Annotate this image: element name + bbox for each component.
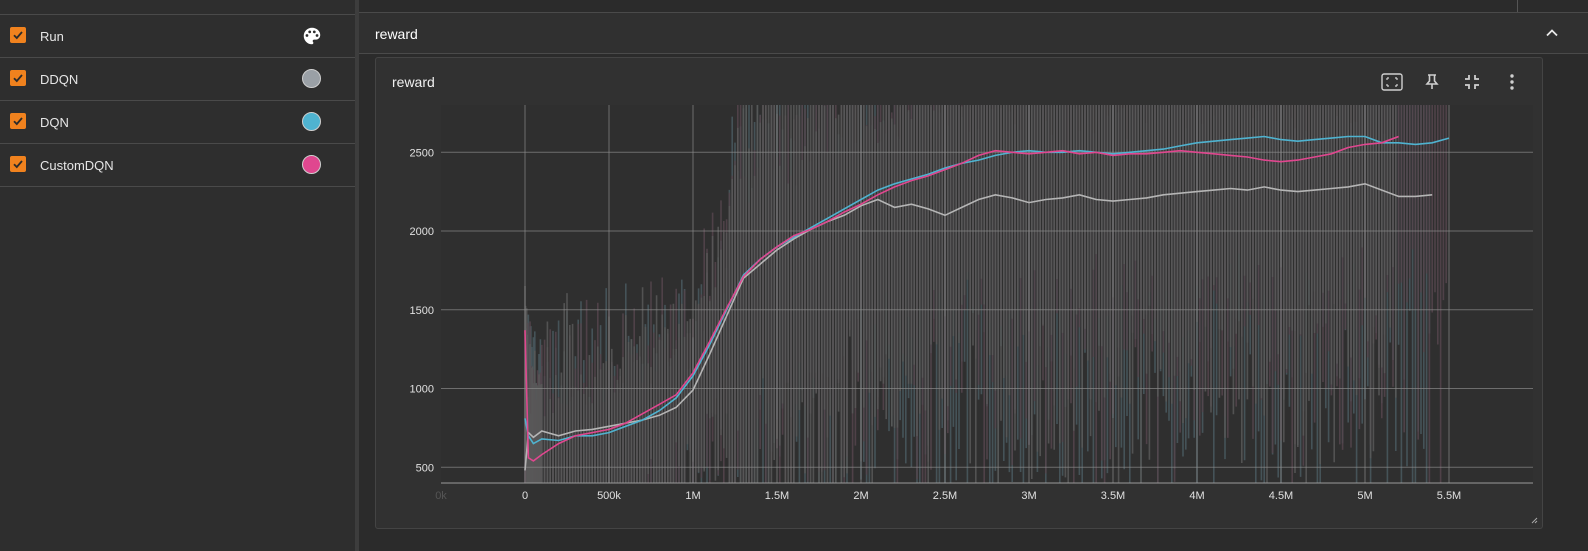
x-tick-label: 4.5M — [1269, 490, 1293, 502]
run-checkbox-dqn[interactable] — [10, 113, 26, 129]
card-toolbar — [1372, 70, 1532, 94]
y-tick-label: 2000 — [410, 226, 434, 238]
fit-to-data-icon — [1381, 73, 1403, 91]
x-tick-label: 2.5M — [933, 490, 957, 502]
y-tick-label: 1000 — [410, 384, 434, 396]
chevron-up-icon[interactable] — [1544, 25, 1560, 41]
x-tick-label: 1.5M — [765, 490, 789, 502]
fit-domain-button[interactable] — [1372, 70, 1412, 94]
resize-handle-icon[interactable] — [1530, 516, 1538, 524]
run-color-swatch-ddqn[interactable] — [302, 69, 321, 88]
y-tick-label: 2500 — [410, 147, 434, 159]
collapse-card-button[interactable] — [1452, 70, 1492, 94]
x-tick-label: 3.5M — [1101, 490, 1125, 502]
x-tick-label: 5.5M — [1437, 490, 1461, 502]
x-tick-label: 500k — [597, 490, 621, 502]
run-row-dqn[interactable]: DQN — [0, 101, 355, 144]
card-title: reward — [392, 74, 435, 90]
x-tick-label: 0 — [522, 490, 528, 502]
run-label-customdqn: CustomDQN — [40, 157, 114, 173]
x-tick-label: 1M — [685, 490, 700, 502]
sidebar-top-bar — [0, 0, 355, 15]
run-row-ddqn[interactable]: DDQN — [0, 58, 355, 101]
reward-line-chart[interactable]: 500 1000 1500 2000 2500 0k 0 500k 1M 1.5M 2M 2.5M 3M… — [376, 58, 1542, 528]
group-header[interactable]: reward — [359, 13, 1588, 54]
fullscreen-exit-icon — [1465, 75, 1479, 89]
check-icon — [13, 160, 23, 169]
more-options-button[interactable] — [1492, 70, 1532, 94]
run-checkbox-ddqn[interactable] — [10, 70, 26, 86]
pin-icon — [1425, 74, 1439, 89]
check-icon — [13, 31, 23, 40]
main-panel: reward 500 1000 1500 2000 2500 0k 0 500k 1M 1.5M 2… — [359, 0, 1588, 551]
main-top-bar — [359, 0, 1588, 13]
check-icon — [13, 117, 23, 126]
x-tick-label: 5M — [1357, 490, 1372, 502]
runs-header-row: Run — [0, 15, 355, 58]
series-line-dqn[interactable] — [524, 135, 1450, 445]
run-label-dqn: DQN — [40, 114, 69, 130]
series-line-ddqn[interactable] — [524, 182, 1433, 471]
check-icon — [13, 74, 23, 83]
run-row-customdqn[interactable]: CustomDQN — [0, 144, 355, 187]
run-checkbox-customdqn[interactable] — [10, 156, 26, 172]
x-tick-label: 4M — [1189, 490, 1204, 502]
more-vert-icon — [1510, 74, 1514, 90]
run-color-swatch-customdqn[interactable] — [302, 155, 321, 174]
group-title: reward — [375, 26, 418, 42]
x-tick-label: 3M — [1021, 490, 1036, 502]
x-tick-label: 0k — [435, 490, 447, 502]
sidebar-resize-divider[interactable] — [355, 0, 359, 551]
run-label-ddqn: DDQN — [40, 71, 79, 87]
select-all-checkbox[interactable] — [10, 27, 26, 43]
runs-sidebar: Run DDQN DQN CustomDQN — [0, 0, 355, 551]
run-color-swatch-dqn[interactable] — [302, 112, 321, 131]
pin-button[interactable] — [1412, 70, 1452, 94]
runs-header-label: Run — [40, 28, 64, 44]
series-line-customdqn[interactable] — [524, 135, 1399, 462]
scalar-card: 500 1000 1500 2000 2500 0k 0 500k 1M 1.5M 2M 2.5M 3M… — [375, 57, 1543, 529]
y-tick-label: 1500 — [410, 305, 434, 317]
top-bar-separator — [1517, 0, 1518, 12]
y-tick-label: 500 — [416, 462, 434, 474]
x-tick-label: 2M — [853, 490, 868, 502]
palette-icon[interactable] — [301, 25, 323, 47]
